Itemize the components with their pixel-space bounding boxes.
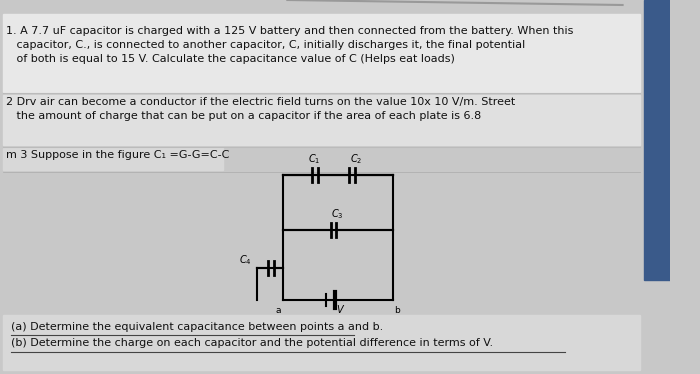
Text: of both is equal to 15 V. Calculate the capacitance value of C (Helps eat loads): of both is equal to 15 V. Calculate the … — [6, 54, 454, 64]
Text: (a) Determine the equivalent capacitance between points a and b.: (a) Determine the equivalent capacitance… — [11, 322, 384, 332]
Text: b: b — [393, 306, 400, 315]
Text: $C_4$: $C_4$ — [239, 253, 251, 267]
Text: $C_1$: $C_1$ — [308, 152, 321, 166]
Text: capacitor, C., is connected to another capacitor, C, initially discharges it, th: capacitor, C., is connected to another c… — [6, 40, 525, 50]
Text: (b) Determine the charge on each capacitor and the potential difference in terms: (b) Determine the charge on each capacit… — [11, 338, 493, 348]
Text: the amount of charge that can be put on a capacitor if the area of each plate is: the amount of charge that can be put on … — [6, 111, 481, 121]
Text: $C_2$: $C_2$ — [351, 152, 363, 166]
Bar — [3, 315, 640, 370]
Text: 1. A 7.7 uF capacitor is charged with a 125 V battery and then connected from th: 1. A 7.7 uF capacitor is charged with a … — [6, 26, 573, 36]
Text: $V$: $V$ — [336, 303, 345, 315]
Bar — [3, 95, 640, 145]
Text: 2 Drv air can become a conductor if the electric field turns on the value 10x 10: 2 Drv air can become a conductor if the … — [6, 97, 515, 107]
Bar — [3, 148, 223, 170]
Text: m 3 Suppose in the figure C₁ =G-G=C-C: m 3 Suppose in the figure C₁ =G-G=C-C — [6, 150, 229, 160]
Bar — [644, 0, 671, 280]
Text: $C_3$: $C_3$ — [330, 207, 343, 221]
Text: a: a — [276, 306, 281, 315]
Bar — [3, 14, 640, 92]
